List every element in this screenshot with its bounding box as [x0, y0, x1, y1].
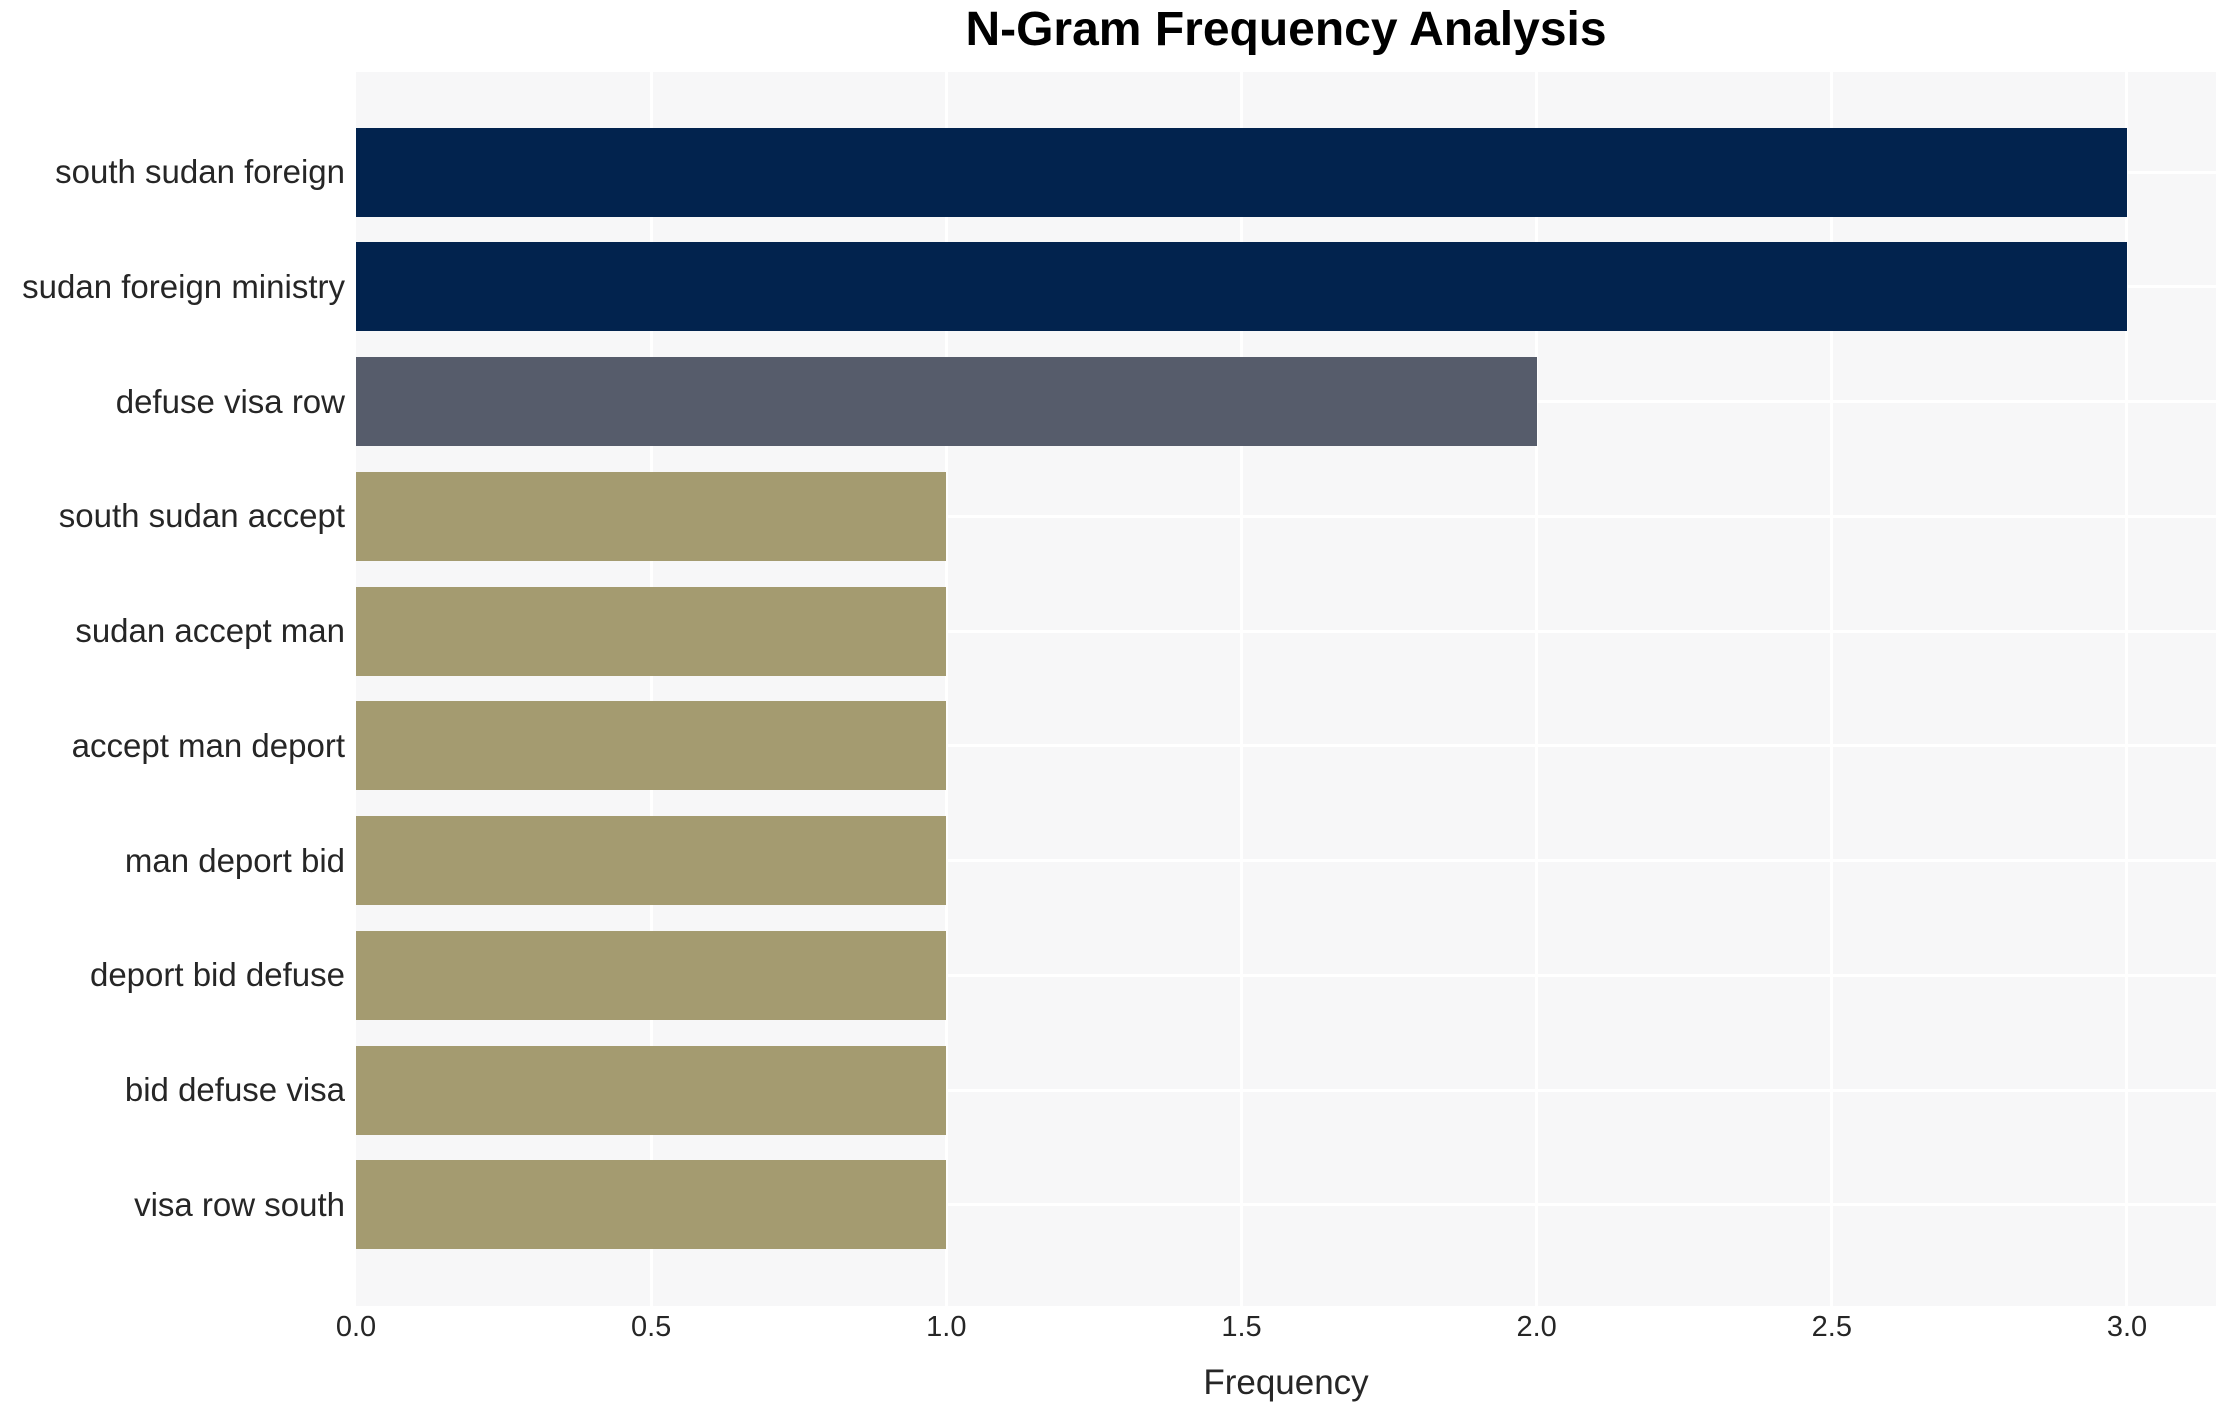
x-tick-label: 0.5	[630, 1311, 672, 1343]
x-gridline	[1239, 72, 1243, 1306]
y-axis-label: visa row south	[134, 1185, 345, 1223]
x-tick-label: 2.0	[1516, 1311, 1557, 1343]
x-tick-label: 2.5	[1811, 1311, 1852, 1343]
x-gridline	[2125, 72, 2129, 1306]
bar	[356, 127, 2127, 217]
y-axis-label: man deport bid	[124, 841, 345, 879]
y-gridline	[356, 1203, 2216, 1207]
plot-area	[356, 72, 2216, 1306]
y-axis-label: accept man deport	[71, 726, 345, 764]
y-gridline	[356, 859, 2216, 863]
y-gridline	[356, 973, 2216, 977]
y-axis-label: sudan foreign ministry	[22, 267, 345, 305]
chart-title: N-Gram Frequency Analysis	[965, 3, 1607, 56]
y-axis: south sudan foreign sudan foreign ministr…	[0, 72, 345, 1306]
x-axis-label: Frequency	[1203, 1363, 1369, 1402]
x-gridline	[649, 72, 653, 1306]
bar	[356, 1045, 947, 1135]
y-gridline	[356, 514, 2216, 518]
bar	[356, 357, 1537, 447]
x-tick-label: 1.0	[926, 1311, 967, 1343]
y-axis-label: defuse visa row	[115, 382, 345, 420]
x-gridline	[1535, 72, 1539, 1306]
bar	[356, 586, 947, 676]
bar	[356, 471, 947, 561]
x-gridline	[944, 72, 948, 1306]
bar	[356, 1160, 947, 1250]
x-tick-label: 1.5	[1221, 1311, 1262, 1343]
bar	[356, 242, 2127, 332]
y-gridline	[356, 744, 2216, 748]
y-axis-label: south sudan foreign	[55, 153, 345, 190]
y-axis-label: bid defuse visa	[124, 1071, 345, 1109]
y-gridline	[356, 1088, 2216, 1092]
y-axis-label: sudan accept man	[75, 612, 345, 650]
bar	[356, 816, 947, 906]
x-tick-label: 3.0	[2106, 1311, 2148, 1343]
bar	[356, 701, 947, 791]
y-axis-label: south sudan accept	[58, 497, 345, 535]
x-gridline	[1830, 72, 1834, 1306]
y-gridline	[356, 629, 2216, 633]
y-axis-label: deport bid defuse	[89, 956, 345, 994]
bar	[356, 930, 947, 1020]
x-tick-label: 0.0	[335, 1311, 377, 1343]
